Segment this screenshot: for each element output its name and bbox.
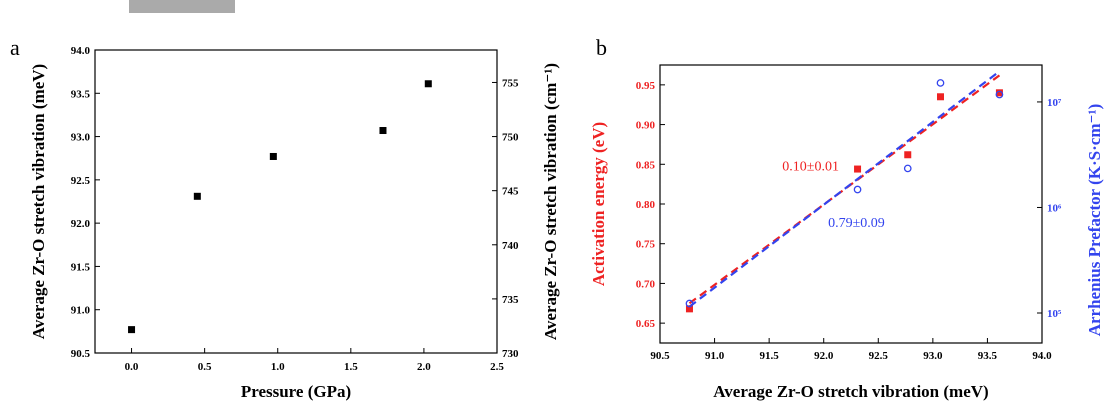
top-gray-tab — [129, 0, 235, 13]
panel-a-y-tick-label: 93.0 — [71, 132, 91, 144]
panel-b-y-tick-label: 0.70 — [636, 278, 656, 290]
panel-a-y-axis-title: Average Zr-O stretch vibration (meV) — [29, 64, 48, 339]
panel-b-x-axis-title: Average Zr-O stretch vibration (meV) — [713, 382, 988, 401]
panel-a-y2-axis-title: Average Zr-O stretch vibration (cm⁻¹) — [541, 63, 560, 340]
panel-a-y2-tick-label: 755 — [502, 77, 519, 89]
panel-a-frame — [94, 49, 498, 354]
panel-b-y-tick-label: 0.80 — [636, 199, 656, 211]
panel-b-x-tick-label: 91.5 — [760, 350, 780, 362]
panel-a-x-tick-label: 1.5 — [344, 361, 358, 373]
panel-a-y-tick-label: 92.5 — [71, 175, 91, 187]
panel-a-x-tick-label: 2.5 — [490, 361, 504, 373]
panel-b-blue-fit-line — [688, 70, 1001, 308]
panel-a-data-point — [379, 127, 387, 135]
panel-a-data-point — [424, 80, 432, 88]
panel-b-red-data-point — [936, 93, 944, 101]
panel-b-blue-slope-annotation: 0.79±0.09 — [828, 216, 885, 231]
panel-a-y2-tick-label: 740 — [502, 240, 519, 252]
panel-b-y2-tick-label: 10⁶ — [1047, 202, 1062, 214]
panel-a-y-tick-label: 91.0 — [71, 305, 91, 317]
panel-b-y-tick-label: 0.65 — [636, 318, 656, 330]
panel-b-red-fit-line — [688, 74, 1001, 305]
panel-b-red-data-point — [854, 165, 862, 173]
panel-b-blue-data-point — [853, 185, 862, 194]
panel-a-x-tick-label: 1.0 — [271, 361, 285, 373]
panel-b-y2-tick-label: 10⁷ — [1047, 97, 1062, 109]
panel-a-y-tick-label: 90.5 — [71, 348, 91, 360]
panel-b-y-tick-label: 0.95 — [636, 80, 656, 92]
panel-b-red-data-point — [904, 151, 912, 159]
panel-b-x-tick-label: 91.0 — [705, 350, 725, 362]
panel-b-red-slope-annotation: 0.10±0.01 — [782, 160, 839, 175]
panel-b-x-tick-label: 93.5 — [978, 350, 998, 362]
panel-b-y-tick-label: 0.75 — [636, 239, 656, 251]
panel-b-y2-tick-label: 10⁵ — [1047, 308, 1062, 320]
panel-b-y-axis-title: Activation energy (eV) — [589, 122, 608, 286]
panel-b-y2-axis-title: Arrhenius Prefactor (K·S·cm⁻¹) — [1085, 104, 1104, 337]
panel-a-y2-tick-label: 730 — [502, 348, 519, 360]
panel-b-blue-data-point — [903, 164, 912, 173]
panel-b-blue-data-point — [995, 90, 1004, 99]
panel-a-x-axis-title: Pressure (GPa) — [241, 382, 351, 401]
panel-a-y-tick-label: 91.5 — [71, 261, 91, 273]
panel-b-x-tick-label: 90.5 — [650, 350, 670, 362]
panel-b-red-data-point — [685, 305, 693, 313]
panel-a-data-point — [269, 152, 277, 160]
panel-a-y-tick-label: 92.0 — [71, 218, 91, 230]
panel-a-label: a — [10, 35, 20, 60]
panel-b-blue-data-point — [936, 79, 945, 87]
panel-a-x-tick-label: 0.5 — [198, 361, 212, 373]
panel-a-x-tick-label: 2.0 — [417, 361, 431, 373]
panel-a-y2-tick-label: 745 — [502, 186, 519, 198]
panel-b-y-tick-label: 0.85 — [636, 159, 656, 171]
panel-b-x-tick-label: 92.5 — [869, 350, 889, 362]
panel-b-frame — [659, 64, 1043, 344]
panel-a-data-point — [193, 192, 201, 200]
panel-a-data-point — [128, 326, 136, 334]
panel-a-y-tick-label: 93.5 — [71, 88, 91, 100]
panel-a-y-tick-label: 94.0 — [71, 45, 91, 57]
panel-b-y-tick-label: 0.90 — [636, 120, 656, 132]
panel-b-blue-data-point — [685, 299, 694, 308]
panel-b-x-tick-label: 94.0 — [1032, 350, 1052, 362]
panel-a-y2-tick-label: 735 — [502, 294, 519, 306]
panel-b-label: b — [596, 35, 607, 60]
panel-b-red-data-point — [995, 89, 1003, 97]
panel-a-x-tick-label: 0.0 — [125, 361, 139, 373]
panel-b-x-tick-label: 92.0 — [814, 350, 834, 362]
panel-b-x-tick-label: 93.0 — [923, 350, 943, 362]
panel-a-y2-tick-label: 750 — [502, 132, 519, 144]
